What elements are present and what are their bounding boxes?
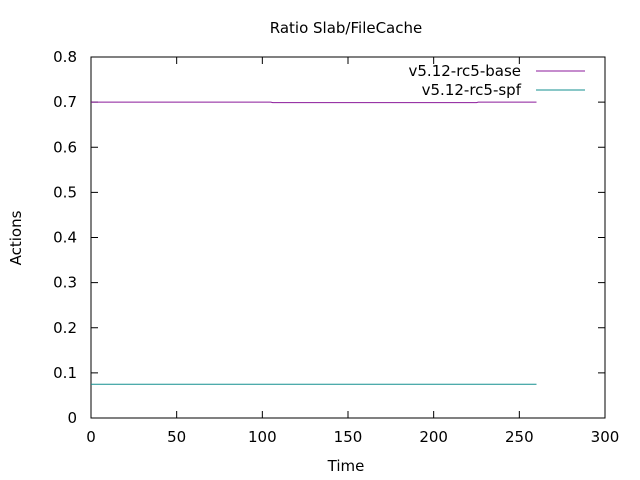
y-tick-label: 0.1 (53, 364, 77, 382)
x-tick-label: 0 (86, 428, 96, 446)
chart-title: Ratio Slab/FileCache (270, 19, 422, 37)
x-tick-label: 150 (334, 428, 363, 446)
y-axis-label: Actions (7, 210, 25, 265)
legend-label-1: v5.12-rc5-spf (422, 81, 522, 99)
y-tick-label: 0.7 (53, 93, 77, 111)
series-line-0 (91, 101, 537, 104)
x-tick-label: 300 (591, 428, 620, 446)
y-tick-label: 0.5 (53, 183, 77, 201)
x-tick-label: 50 (167, 428, 186, 446)
series-layer (91, 101, 537, 385)
x-tick-label: 200 (419, 428, 448, 446)
x-tick-label: 100 (248, 428, 277, 446)
y-tick-label: 0.4 (53, 229, 77, 247)
y-tick-label: 0.2 (53, 319, 77, 337)
x-tick-label: 250 (505, 428, 534, 446)
legend-label-0: v5.12-rc5-base (409, 62, 522, 80)
y-tick-label: 0.3 (53, 274, 77, 292)
y-tick-label: 0.8 (53, 48, 77, 66)
y-tick-label: 0 (67, 409, 77, 427)
x-axis-label: Time (327, 457, 365, 475)
axis-ticks: 0 50 100 150 200 250 300 0 0.1 0.2 0.3 0.4 0.5 0.6 0.7… (53, 48, 619, 446)
y-tick-label: 0.6 (53, 138, 77, 156)
plot-frame (90, 56, 606, 419)
